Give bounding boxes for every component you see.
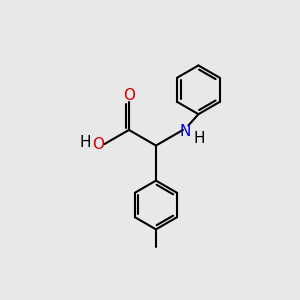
Text: O: O — [92, 136, 104, 152]
Text: N: N — [180, 124, 191, 139]
Text: H: H — [80, 135, 91, 150]
Text: H: H — [194, 131, 205, 146]
Text: O: O — [123, 88, 135, 103]
